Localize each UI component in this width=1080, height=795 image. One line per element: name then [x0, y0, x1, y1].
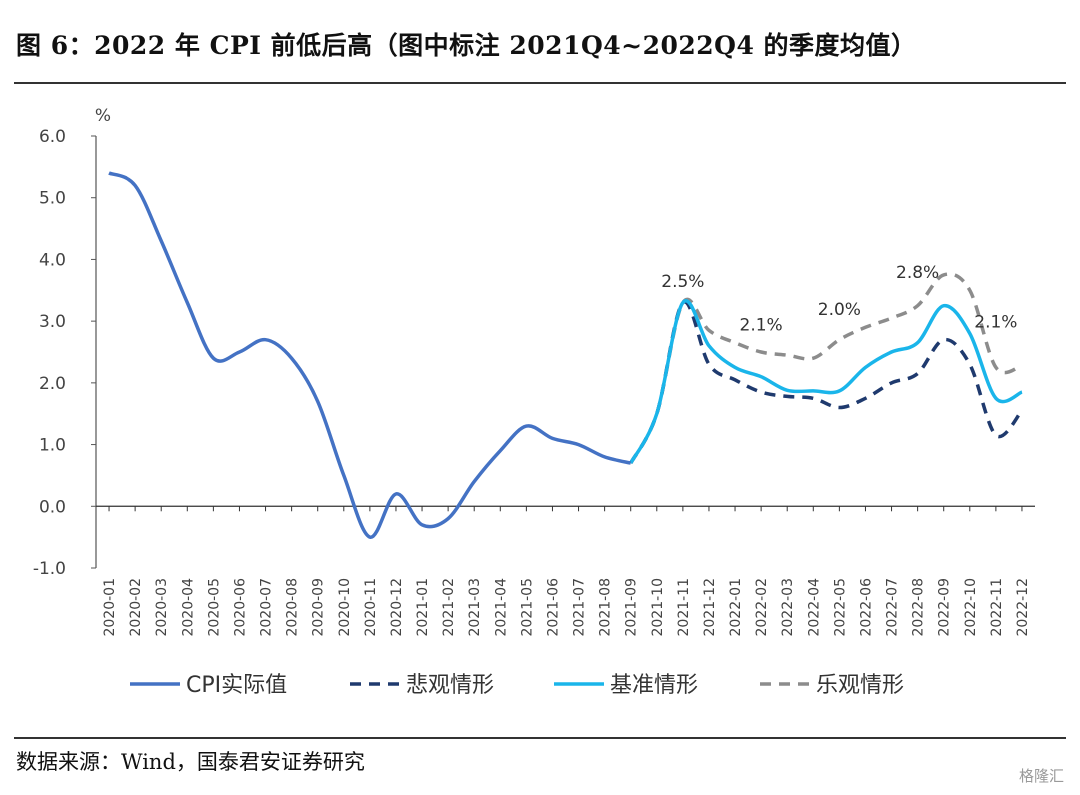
cpi-line-chart: %6.05.04.03.02.01.00.0-1.0 2020-01 2020-0… — [33, 106, 1035, 698]
source-divider — [14, 737, 1066, 739]
x-tick-label: 2022-02 — [754, 578, 770, 637]
x-tick-label: 2021-01 — [415, 578, 431, 637]
legend-item-label: 悲观情形 — [406, 673, 494, 698]
y-axis: % 6.0 5.0 4.0 3.0 2.0 1.0 0.0 -1.0 — [33, 106, 111, 579]
x-tick-label: 2022-09 — [937, 578, 953, 637]
x-tick-label: 2022-07 — [885, 578, 901, 637]
x-tick-label: 2020-04 — [180, 578, 196, 637]
y-tick-label: 2.0 — [39, 374, 66, 394]
x-tick-label: 2020-01 — [102, 578, 118, 637]
x-tick-label: 2022-11 — [989, 578, 1005, 637]
quarter-average-label: 2.1% — [740, 315, 783, 335]
x-tick-label: 2020-11 — [363, 578, 379, 637]
x-tick-label: 2020-05 — [206, 578, 222, 637]
data-source-note: 数据来源：Wind，国泰君安证券研究 — [16, 750, 365, 774]
x-axis: 2020-01 2020-02 2020-03 2020-04 2020-05 2020-… — [96, 505, 1035, 637]
x-tick-label: 2021-03 — [467, 578, 483, 637]
y-tick-label: 4.0 — [39, 250, 66, 270]
y-tick-label: 6.0 — [39, 127, 66, 147]
watermark-logo: 格隆汇 — [1018, 767, 1064, 785]
x-tick-label: 2020-12 — [389, 578, 405, 637]
x-tick-label: 2021-07 — [572, 578, 588, 637]
annotations: 2.5% 2.1% 2.0% 2.8% 2.1% — [661, 263, 1017, 335]
x-tick-label: 2021-05 — [519, 578, 535, 637]
x-tick-label: 2021-11 — [676, 578, 692, 637]
x-tick-label: 2022-10 — [963, 578, 979, 637]
quarter-average-label: 2.8% — [896, 263, 939, 283]
series-line-0 — [108, 171, 632, 539]
x-tick-label: 2022-04 — [806, 578, 822, 637]
x-tick-label: 2022-06 — [858, 578, 874, 637]
figure-title: 图 6：2022 年 CPI 前低后高（图中标注 2021Q4~2022Q4 的… — [16, 31, 917, 60]
x-tick-label: 2021-02 — [441, 578, 457, 637]
x-tick-label: 2021-12 — [702, 578, 718, 637]
x-tick-label: 2021-06 — [545, 578, 561, 637]
x-tick-label: 2021-10 — [650, 578, 666, 637]
quarter-average-label: 2.1% — [974, 312, 1017, 332]
x-tick-label: 2020-08 — [285, 578, 301, 637]
legend: CPI实际值 悲观情形 基准情形 乐观情形 — [130, 673, 904, 698]
legend-item-label: 乐观情形 — [816, 673, 904, 698]
y-tick-label: 0.0 — [39, 497, 66, 517]
x-tick-label: 2021-08 — [598, 578, 614, 637]
y-tick-label: 3.0 — [39, 312, 66, 332]
y-tick-label: -1.0 — [33, 559, 66, 579]
x-tick-label: 2021-09 — [624, 578, 640, 637]
quarter-average-label: 2.5% — [661, 272, 704, 292]
x-tick-label: 2022-12 — [1015, 578, 1031, 637]
y-tick-label: 1.0 — [39, 436, 66, 456]
x-tick-label: 2020-10 — [337, 578, 353, 637]
x-tick-label: 2020-07 — [259, 578, 275, 637]
x-tick-label: 2020-09 — [311, 578, 327, 637]
y-tick-label: 5.0 — [39, 189, 66, 209]
quarter-average-label: 2.0% — [818, 300, 861, 320]
x-tick-label: 2020-03 — [154, 578, 170, 637]
title-divider — [14, 82, 1066, 84]
legend-item-label: 基准情形 — [610, 673, 698, 698]
x-tick-label: 2022-05 — [832, 578, 848, 637]
x-tick-label: 2020-02 — [128, 578, 144, 637]
legend-item-label: CPI实际值 — [186, 673, 287, 698]
x-tick-label: 2020-06 — [232, 578, 248, 637]
series-line-1 — [629, 300, 1024, 464]
series-line-3 — [629, 272, 1023, 464]
series-line-2 — [629, 298, 1023, 464]
x-tick-label: 2021-04 — [493, 578, 509, 637]
x-tick-label: 2022-03 — [780, 578, 796, 637]
x-tick-label: 2022-01 — [728, 578, 744, 637]
y-axis-unit-label: % — [95, 106, 111, 126]
x-tick-label: 2022-08 — [911, 578, 927, 637]
plot-series — [108, 171, 1024, 539]
